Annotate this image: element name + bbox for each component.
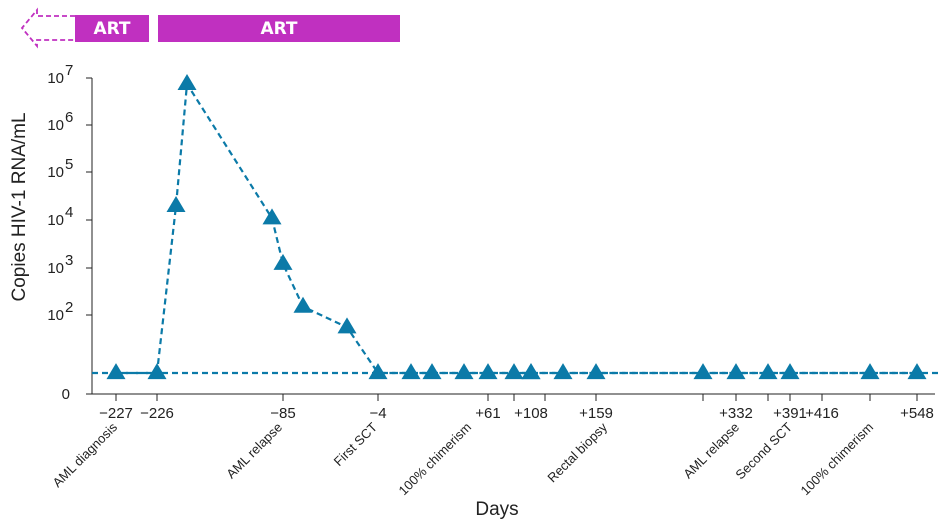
- x-tick-label: −4: [369, 405, 386, 422]
- data-point-triangle: [693, 363, 713, 380]
- x-axis-title: Days: [475, 499, 518, 520]
- data-point-triangle: [758, 363, 778, 380]
- y-tick-label: 10: [47, 307, 64, 324]
- data-point-triangle: [478, 363, 498, 380]
- x-tick-label: +548: [900, 405, 934, 422]
- data-point-triangle: [262, 208, 282, 225]
- data-point-triangle: [454, 363, 474, 380]
- data-point-triangle: [780, 363, 800, 380]
- event-annotation: AML diagnosis: [50, 419, 121, 490]
- viral-load-line: [116, 80, 917, 375]
- x-tick-label: +61: [475, 405, 500, 422]
- data-point-triangle: [586, 363, 606, 380]
- x-tick-label: −226: [140, 405, 174, 422]
- event-annotation: 100% chimerism: [798, 420, 877, 499]
- data-point-triangle: [293, 296, 313, 313]
- x-tick-label: +416: [805, 405, 839, 422]
- y-tick-exponent: 7: [65, 62, 73, 79]
- data-point-triangle: [553, 363, 573, 380]
- data-point-triangle: [177, 74, 197, 91]
- art-bars: ART ART: [20, 7, 400, 49]
- x-tick-label: −85: [270, 405, 295, 422]
- x-tick-label: +108: [514, 405, 548, 422]
- x-tick-label: +391: [773, 405, 807, 422]
- y-tick-label: 10: [47, 260, 64, 277]
- y-axis-title: Copies HIV-1 RNA/mL: [9, 112, 30, 301]
- data-point-triangle: [726, 363, 746, 380]
- y-tick-label: 0: [62, 386, 70, 403]
- y-tick-exponent: 6: [65, 109, 73, 126]
- data-point-triangle: [860, 363, 880, 380]
- event-annotation: Rectal biopsy: [544, 419, 610, 485]
- event-annotation: Second SCT: [732, 419, 795, 482]
- y-tick-exponent: 3: [65, 252, 73, 269]
- data-point-triangle: [106, 363, 126, 380]
- data-point-triangle: [147, 363, 167, 380]
- event-annotation: First SCT: [331, 419, 380, 468]
- event-annotation: AML relapse: [223, 420, 285, 482]
- x-tick-label: +332: [719, 405, 753, 422]
- art-bar-2: [158, 15, 400, 42]
- data-point-triangle: [504, 363, 524, 380]
- data-point-triangle: [401, 363, 421, 380]
- data-point-triangle: [337, 317, 357, 334]
- art-bar-1-label: ART: [93, 19, 130, 39]
- data-point-triangle: [422, 363, 442, 380]
- x-tick-label: −227: [99, 405, 133, 422]
- y-tick-exponent: 5: [65, 156, 73, 173]
- x-ticks: −227 −226 −85 −4 +61 +108 +159 +332 +391+416 +548: [99, 394, 934, 422]
- event-annotations: AML diagnosis AML relapse First SCT 100% ch…: [50, 419, 877, 498]
- data-point-triangle: [368, 363, 388, 380]
- y-tick-exponent: 2: [65, 299, 73, 316]
- viral-load-series: [92, 74, 938, 380]
- data-point-triangle: [907, 363, 927, 380]
- y-tick-label: 10: [47, 70, 64, 87]
- data-point-triangle: [521, 363, 541, 380]
- data-point-triangle: [273, 253, 293, 270]
- art-bar-1: [75, 15, 149, 42]
- y-tick-exponent: 4: [65, 204, 73, 221]
- art-bar-2-label: ART: [260, 19, 297, 39]
- data-point-triangle: [166, 196, 186, 213]
- y-tick-label: 10: [47, 117, 64, 134]
- event-annotation: 100% chimerism: [396, 420, 475, 499]
- art-prior-arrow: [20, 7, 75, 49]
- x-tick-label: +159: [579, 405, 613, 422]
- y-tick-label: 10: [47, 212, 64, 229]
- y-tick-label: 10: [47, 164, 64, 181]
